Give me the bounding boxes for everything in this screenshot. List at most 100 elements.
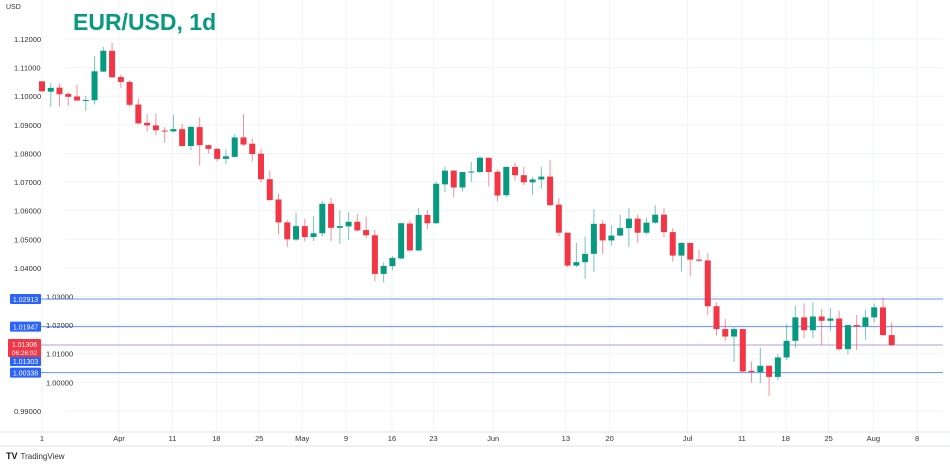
candle-up — [477, 157, 483, 173]
candle-down — [275, 199, 282, 223]
candle-down — [660, 214, 667, 233]
candle-up — [398, 223, 405, 259]
candle-down — [284, 222, 291, 240]
candle-up — [459, 172, 466, 188]
candle-down — [354, 221, 361, 231]
candle-up — [529, 179, 536, 183]
last-price-label: 1.01306 — [12, 342, 37, 349]
candle-up — [590, 223, 597, 254]
candle-down — [214, 148, 221, 159]
candle-down — [485, 157, 492, 173]
chart-title: EUR/USD, 1d — [73, 9, 217, 35]
price-tag-label: 1.00338 — [13, 371, 38, 378]
x-tick-label: 25 — [255, 434, 263, 443]
candle-up — [678, 242, 685, 256]
candle-down — [74, 96, 81, 101]
countdown-label: 06:26:02 — [12, 350, 38, 357]
candle-down — [555, 204, 562, 233]
candle-up — [345, 221, 352, 227]
candle-down — [39, 81, 45, 92]
candle-up — [617, 228, 624, 236]
candle-up — [310, 233, 317, 237]
candle-down — [836, 318, 843, 350]
candle-up — [538, 176, 545, 180]
y-tick-label: 1.12000 — [14, 35, 41, 44]
y-tick-label: 1.05000 — [14, 235, 41, 244]
candle-up — [433, 183, 440, 224]
candle-down — [564, 232, 571, 266]
candle-up — [503, 166, 510, 196]
y-tick-label: 0.99000 — [14, 407, 41, 416]
candle-up — [380, 265, 387, 274]
x-tick-label: 18 — [212, 434, 220, 443]
candle-up — [608, 235, 615, 241]
candle-down — [371, 235, 378, 274]
candle-up — [293, 226, 300, 240]
y-tick-label: 1.03000 — [46, 292, 73, 301]
price-tag-label: 1.02913 — [13, 297, 38, 304]
candle-down — [634, 218, 641, 233]
candle-down — [520, 175, 527, 183]
y-tick-label: 1.06000 — [14, 207, 41, 216]
y-tick-label: 1.07000 — [14, 178, 41, 187]
x-tick-label: 11 — [169, 434, 177, 443]
candle-down — [249, 143, 256, 155]
price-tag — [10, 367, 41, 378]
tradingview-logo-icon: TV — [6, 451, 18, 461]
candle-up — [625, 218, 632, 229]
x-tick-label: Jun — [487, 434, 499, 443]
candle-up — [792, 317, 799, 341]
candle-down — [109, 50, 116, 78]
candle-down — [748, 370, 755, 373]
candle-down — [424, 214, 431, 224]
price-tag — [10, 356, 41, 367]
candle-down — [704, 260, 711, 307]
y-tick-label: 1.00000 — [46, 378, 73, 387]
candle-down — [766, 365, 773, 377]
candle-down — [547, 176, 554, 206]
candle-down — [669, 232, 676, 256]
candle-down — [363, 230, 370, 236]
candle-up — [862, 317, 869, 327]
candle-up — [652, 214, 659, 223]
candle-down — [56, 87, 63, 95]
candle-up — [187, 126, 194, 147]
candle-up — [336, 226, 343, 228]
x-tick-label: 18 — [782, 434, 790, 443]
candle-down — [179, 129, 186, 147]
x-tick-label: 11 — [738, 434, 746, 443]
brand-name: TradingView — [20, 451, 65, 461]
x-tick-label: 16 — [388, 434, 396, 443]
candle-down — [406, 223, 413, 251]
candle-up — [170, 129, 177, 132]
candle-up — [47, 87, 54, 92]
candle-up — [827, 318, 834, 321]
candle-up — [783, 340, 790, 358]
x-tick-label: Apr — [113, 434, 125, 443]
y-tick-label: 1.02000 — [46, 321, 73, 330]
y-tick-label: 1.01000 — [46, 350, 73, 359]
x-tick-label: 1 — [40, 434, 44, 443]
candle-up — [809, 316, 816, 331]
candle-up — [100, 50, 107, 72]
candle-down — [196, 127, 203, 146]
last-price-tag — [8, 338, 41, 357]
x-tick-label: May — [295, 434, 309, 443]
x-tick-label: 20 — [605, 434, 613, 443]
candle-up — [91, 71, 98, 101]
candle-down — [144, 122, 151, 126]
x-tick-label: 13 — [562, 434, 570, 443]
candle-up — [582, 253, 589, 263]
candle-down — [266, 179, 273, 201]
tradingview-brand[interactable]: TV TradingView — [6, 451, 65, 461]
candle-down — [494, 171, 501, 196]
candle-up — [774, 357, 781, 377]
y-tick-label: 1.11000 — [14, 64, 41, 73]
price-tag — [10, 321, 41, 332]
candle-up — [441, 170, 448, 185]
x-tick-label: 9 — [344, 434, 348, 443]
y-tick-label: 1.10000 — [14, 92, 41, 101]
candle-down — [126, 81, 133, 105]
candle-down — [888, 335, 895, 346]
